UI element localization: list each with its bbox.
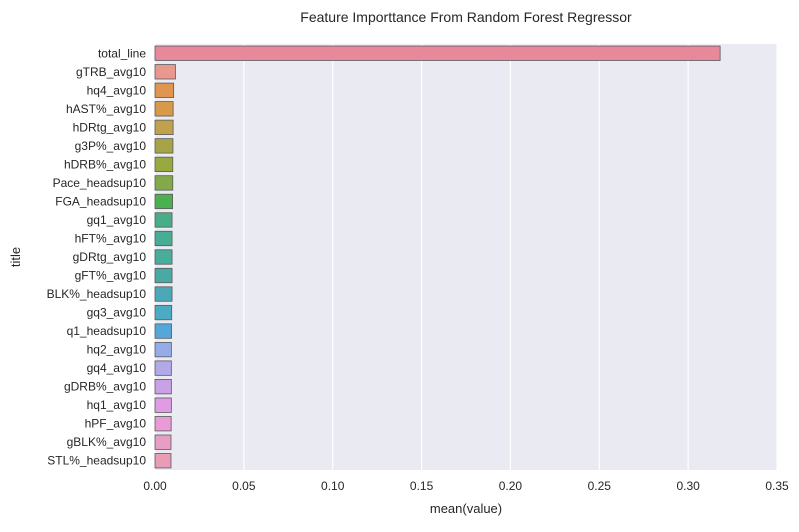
y-tick-label: hDRtg_avg10 [73, 120, 147, 134]
bar-hdrb-avg10 [154, 156, 174, 173]
y-tick-label: gq4_avg10 [87, 361, 147, 375]
y-tick-label: gFT%_avg10 [75, 269, 147, 283]
x-tick-labels: 0.00 0.05 0.10 0.15 0.20 0.25 0.30 0.35 [143, 479, 789, 493]
bar-stl-headsup10 [154, 453, 172, 469]
bar-hq4-avg10 [154, 82, 175, 98]
y-tick-label: gDRtg_avg10 [73, 250, 147, 264]
y-tick-label: STL%_headsup10 [47, 454, 146, 468]
bar-gq3-avg10 [154, 304, 173, 321]
y-tick-label: gBLK%_avg10 [67, 435, 147, 449]
y-tick-labels: total_line gTRB_avg10 hq4_avg10 hAST%_avg10… [47, 46, 147, 467]
x-tick-label: 0.25 [588, 479, 612, 493]
bar-gdrtg-avg10 [154, 249, 173, 265]
y-tick-label: Pace_headsup10 [53, 176, 147, 190]
bar-q1-headsup10 [154, 323, 172, 339]
y-tick-label: gDRB%_avg10 [64, 380, 146, 394]
y-tick-label: total_line [98, 46, 146, 60]
x-tick-label: 0.15 [410, 479, 434, 493]
bar-gdrb-avg10 [154, 379, 172, 395]
x-tick-label: 0.10 [321, 479, 345, 493]
x-tick-label: 0.20 [499, 479, 523, 493]
bar-blk-headsup10 [154, 286, 173, 302]
bar-gblk-avg10 [154, 434, 172, 450]
y-tick-label: gTRB_avg10 [76, 65, 146, 79]
y-tick-label: hDRB%_avg10 [64, 157, 146, 171]
y-tick-label: gq3_avg10 [87, 306, 147, 320]
chart-title: Feature Importtance From Random Forest R… [300, 9, 632, 25]
y-tick-label: hq1_avg10 [87, 398, 147, 412]
y-tick-label: BLK%_headsup10 [47, 287, 147, 301]
x-tick-label: 0.00 [143, 479, 167, 493]
y-tick-label: q1_headsup10 [67, 324, 147, 338]
bar-hdrtg-avg10 [154, 119, 174, 135]
grid-lines [154, 44, 778, 470]
plot-background [155, 44, 777, 470]
x-tick-label: 0.05 [232, 479, 256, 493]
y-tick-label: hq4_avg10 [87, 83, 147, 97]
bar-hast-avg10 [154, 101, 174, 117]
y-tick-label: hFT%_avg10 [75, 231, 147, 245]
bars [154, 45, 721, 469]
y-tick-label: gq1_avg10 [87, 213, 147, 227]
x-tick-label: 0.35 [765, 479, 789, 493]
y-tick-label: FGA_headsup10 [55, 194, 146, 208]
y-tick-label: g3P%_avg10 [75, 139, 147, 153]
bar-gft-avg10 [154, 267, 173, 284]
y-tick-label: hAST%_avg10 [66, 102, 146, 116]
bar-total-line [154, 45, 721, 61]
bar-hpf-avg10 [154, 416, 172, 432]
bar-hq2-avg10 [154, 341, 172, 358]
bar-pace-headsup10 [154, 175, 174, 191]
bar-hft-avg10 [154, 230, 173, 247]
bar-gq4-avg10 [154, 360, 172, 376]
x-axis-label: mean(value) [430, 501, 502, 516]
bar-hq1-avg10 [154, 397, 172, 413]
bar-gq1-avg10 [154, 212, 173, 228]
bar-fga-headsup10 [154, 193, 173, 210]
y-tick-label: hq2_avg10 [87, 343, 147, 357]
y-axis-label: title [8, 247, 23, 267]
bar-gtrb-avg10 [154, 64, 176, 80]
y-tick-label: hPF_avg10 [85, 417, 147, 431]
x-tick-label: 0.30 [676, 479, 700, 493]
bar-g3p-avg10 [154, 138, 174, 154]
